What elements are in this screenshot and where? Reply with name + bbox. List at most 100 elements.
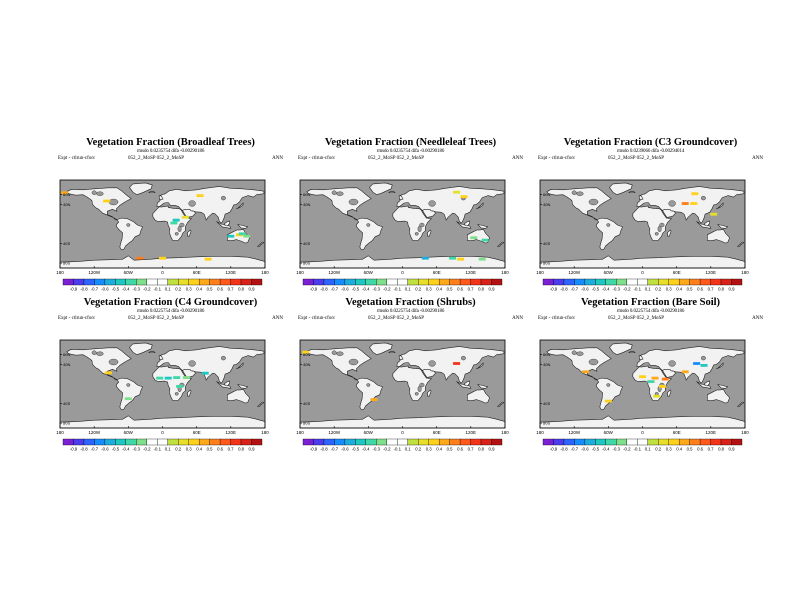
colorbar-label: -0.8 <box>80 447 88 452</box>
land-north-america <box>66 347 132 381</box>
x-tick-label: 60W <box>364 430 374 435</box>
land-iceland <box>148 351 156 354</box>
colorbar-swatch <box>438 278 450 286</box>
colorbar-swatch <box>94 278 106 286</box>
land-arabia <box>662 368 676 378</box>
land-arabia <box>182 208 196 218</box>
panel-run-id: 052_2_MoSP 052_2_MoSP <box>128 316 185 321</box>
land-new-guinea <box>477 224 489 229</box>
land-australia <box>707 389 730 404</box>
colorbar: -0.9 -0.8 -0.7 -0.6 -0.5 -0.4 -0.3 -0.2 -0.1 0.1 0… <box>302 438 503 452</box>
colorbar-label: 0.6 <box>457 287 464 292</box>
land-uk <box>638 355 644 360</box>
anomaly-cells <box>582 362 708 403</box>
y-tick-label: 60N <box>543 352 550 357</box>
colorbar-swatch <box>595 438 607 446</box>
panel-experiment: Expt - ctlrun-cforc <box>298 316 336 321</box>
colorbar-swatch <box>355 278 367 286</box>
land-group <box>59 342 266 429</box>
colorbar-swatch <box>188 278 200 286</box>
panel-run-id: 052_2_MoSP 052_2_MoSP <box>608 156 665 161</box>
x-tick-label: 180 <box>261 270 269 275</box>
anomaly-cell <box>658 385 666 388</box>
anomaly-cell <box>227 234 235 238</box>
colorbar: -0.9 -0.8 -0.7 -0.6 -0.5 -0.4 -0.3 -0.2 -0.1 0.1 0… <box>542 278 743 292</box>
x-tick-label: 60W <box>124 270 134 275</box>
colorbar-swatch <box>605 278 617 286</box>
land-south-america <box>356 377 383 411</box>
anomaly-cell <box>173 376 181 379</box>
x-tick-label: 180 <box>296 430 304 435</box>
lake-8 <box>606 383 611 387</box>
x-tick-label: 180 <box>501 430 509 435</box>
land-japan <box>236 202 244 210</box>
colorbar-label: 0.1 <box>645 447 652 452</box>
x-tick-label: 180 <box>741 270 749 275</box>
x-tick-label: 60W <box>124 430 134 435</box>
anomaly-cells <box>681 192 718 216</box>
colorbar-label: 0.4 <box>436 287 443 292</box>
anomaly-cell <box>156 376 164 380</box>
lake-7 <box>700 355 706 361</box>
x-tick-label: 0 <box>161 430 164 435</box>
y-tick-label: 60N <box>63 352 70 357</box>
colorbar-swatch <box>491 278 503 286</box>
colorbar-label: -0.3 <box>613 287 621 292</box>
panel-run-id: 052_2_MoSP 052_2_MoSP <box>128 156 185 161</box>
x-tick-label: 180 <box>741 430 749 435</box>
panel-experiment: Expt - ctlrun-cforc <box>298 156 336 161</box>
anomaly-cell <box>449 256 457 260</box>
colorbar-swatch <box>62 278 74 286</box>
colorbar-swatch <box>563 278 575 286</box>
lake-1 <box>348 358 359 366</box>
land-arabia <box>182 368 196 378</box>
colorbar: -0.9 -0.8 -0.7 -0.6 -0.5 -0.4 -0.3 -0.2 -0.1 0.1 0… <box>62 278 263 292</box>
land-iceland <box>148 191 156 194</box>
anomaly-cell <box>691 192 699 196</box>
colorbar-swatch <box>188 438 200 446</box>
colorbar-label: -0.1 <box>154 287 162 292</box>
lake-7 <box>220 355 226 361</box>
colorbar-swatch <box>491 438 503 446</box>
lake-4 <box>188 360 196 367</box>
land-south-america <box>116 377 143 411</box>
colorbar-swatch <box>376 438 387 446</box>
panel-stats: rmsdo 0.0235754 difa -0.00290186 <box>136 149 205 154</box>
land-south-america <box>596 217 623 251</box>
colorbar-swatch <box>480 278 492 286</box>
colorbar-swatch <box>167 278 179 286</box>
y-tick-label: 40N <box>63 362 70 367</box>
lake-2 <box>576 191 584 196</box>
colorbar-swatch <box>198 278 210 286</box>
colorbar-label: 0.8 <box>478 447 485 452</box>
x-tick-label: 60E <box>433 270 441 275</box>
colorbar-label: -0.8 <box>320 447 328 452</box>
lake-3 <box>91 350 97 355</box>
x-tick-label: 180 <box>536 430 544 435</box>
colorbar-label: 0.5 <box>687 447 694 452</box>
lake-9 <box>414 392 419 396</box>
anomaly-cell <box>653 394 661 398</box>
colorbar-label: 0.5 <box>687 287 694 292</box>
y-tick-label: 80S <box>543 261 550 266</box>
colorbar-swatch <box>115 278 127 286</box>
x-tick-label: 0 <box>401 270 404 275</box>
colorbar-swatch <box>136 278 147 286</box>
land-north-america <box>306 347 372 381</box>
land-antarctica <box>299 415 506 429</box>
lake-6 <box>657 225 662 233</box>
panel-title: Vegetation Fraction (Bare Soil) <box>580 297 721 308</box>
land-greenland <box>129 342 153 356</box>
land-arabia <box>422 368 436 378</box>
colorbar-label: 0.7 <box>708 287 715 292</box>
colorbar-swatch <box>240 278 252 286</box>
colorbar-swatch <box>104 438 116 446</box>
anomaly-cells <box>421 190 489 261</box>
x-tick-label: 0 <box>401 430 404 435</box>
y-tick-label: 40S <box>303 401 310 406</box>
colorbar-swatch <box>584 278 596 286</box>
x-tick-label: 180 <box>56 270 64 275</box>
colorbar-swatch <box>553 438 565 446</box>
colorbar-swatch <box>449 438 461 446</box>
